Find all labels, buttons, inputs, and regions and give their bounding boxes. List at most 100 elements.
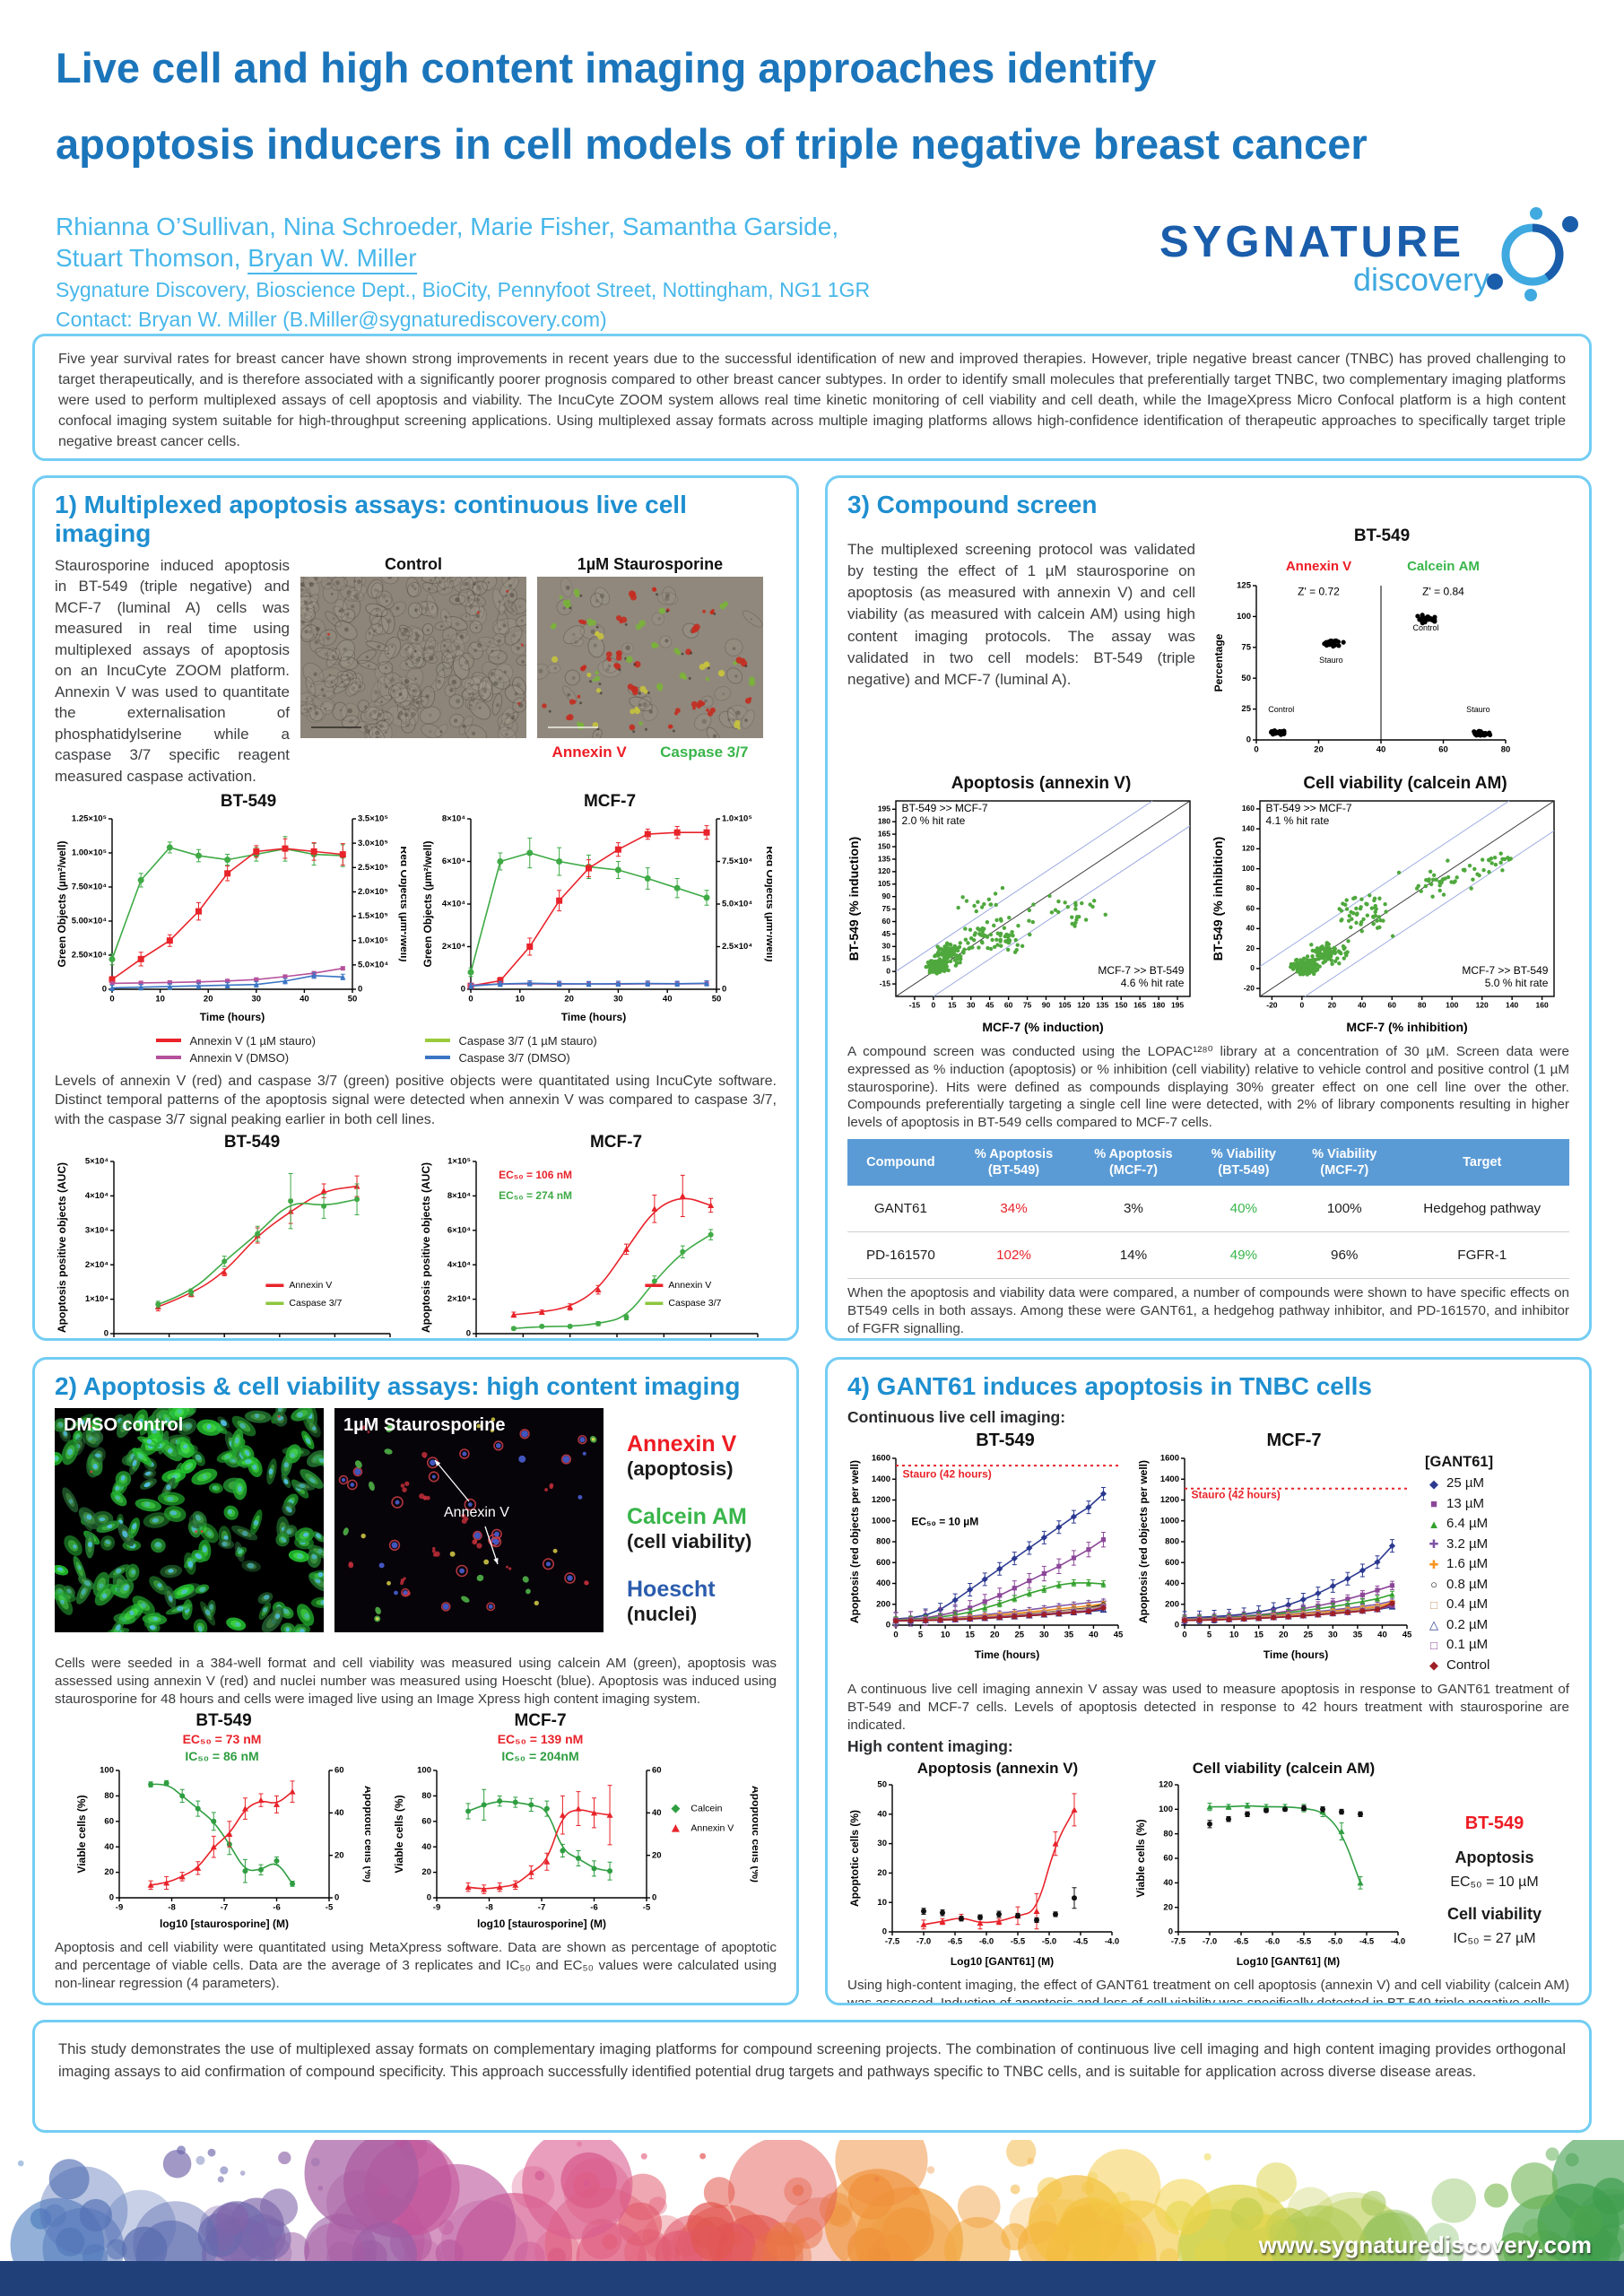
section-1-heading: 1) Multiplexed apoptosis assays: continu… [55, 491, 687, 547]
authors-line-1: Rhianna O’Sullivan, Nina Schroeder, Mari… [56, 213, 839, 240]
summary-text: This study demonstrates the use of multi… [58, 2041, 1566, 2080]
corresponding-author: Bryan W. Miller [248, 243, 417, 274]
contact-email[interactable]: Contact: Bryan W. Miller (B.Miller@sygna… [56, 307, 607, 331]
section-1-caption-1: Levels of annexin V (red) and caspase 3/… [55, 1073, 777, 1127]
chart-bt549-hcs-dose-response [74, 1765, 370, 1935]
chart-block-bt549-auc: BT-549 [55, 1133, 406, 1338]
viability-head: Cell viability [1446, 1905, 1542, 1924]
section-4-heading: 4) GANT61 induces apoptosis in TNBC cell… [847, 1372, 1373, 1400]
chart-block-validation: BT-549 [1211, 526, 1516, 770]
abstract-text: Five year survival rates for breast canc… [58, 352, 1566, 450]
section-2-caption-2: Apoptosis and cell viability were quanti… [55, 1940, 777, 1991]
legend-item: Caspase 3/7 (DMSO) [424, 1051, 667, 1065]
gant61-legend-item: ■ 13 µM [1430, 1495, 1484, 1511]
stain-label: Calcein AM (cell viability) [627, 1504, 752, 1552]
chart-title: Apoptosis (annexin V) [916, 1760, 1079, 1778]
table-row: GANT61 34% 3% 40% 100% Hedgehog pathway [847, 1186, 1569, 1232]
section-1-box: 1) Multiplexed apoptosis assays: continu… [32, 475, 799, 1341]
logo-wordmark: SYGNATURE [1159, 218, 1465, 266]
figure-dmso-fluor: DMSO control [55, 1408, 324, 1649]
chart-block-mcf7-timecourse: MCF-7 [421, 792, 772, 1027]
chart-block-mcf7-gant61: MCF-7 [1136, 1431, 1416, 1675]
chart-title: Apoptosis (annexin V) [951, 774, 1132, 793]
table-header: % Viability (BT-549) [1193, 1138, 1295, 1186]
gant61-legend-item: □ 0.4 µM [1430, 1596, 1489, 1612]
stain-label: Hoescht (nuclei) [627, 1577, 716, 1625]
sygnature-logo: SYGNATURE discovery [1159, 207, 1590, 301]
chart-bt549-gant61-timecourse [847, 1451, 1127, 1665]
title-line-1: Live cell and high content imaging appro… [56, 44, 1157, 91]
table-header: Target [1394, 1138, 1569, 1186]
footer-bubbles-decoration [0, 2140, 1624, 2262]
chart-title: BT-549 [195, 1711, 252, 1731]
table-header: % Viability (MCF-7) [1294, 1138, 1395, 1186]
summary-box: This study demonstrates the use of multi… [32, 2020, 1592, 2133]
gant61-legend-item: ✚ 1.6 µM [1429, 1556, 1489, 1571]
chart-title: BT-549 [1353, 526, 1411, 545]
section-2-caption-1: Cells were seeded in a 384-well format a… [55, 1656, 777, 1707]
section-2-heading: 2) Apoptosis & cell viability assays: hi… [55, 1372, 741, 1400]
chart-block-gant61-apoptosis: Apoptosis (annexin V) [847, 1760, 1121, 1972]
gant61-legend-title: [GANT61] [1425, 1454, 1494, 1470]
ec50-annotations: EC₅₀ = 139 nM IC₅₀ = 204nM [392, 1731, 758, 1765]
table-cell: 100% [1294, 1186, 1395, 1232]
viability-ic50: IC₅₀ = 27 µM [1453, 1931, 1536, 1947]
chart-mcf7-auc-dose-response [419, 1152, 770, 1338]
chart-block-mcf7-auc: MCF-7 [419, 1132, 770, 1338]
gant61-legend-item: ◆ Control [1429, 1657, 1490, 1673]
gant61-legend-item: ✚ 3.2 µM [1429, 1535, 1489, 1552]
chart-title: BT-549 [220, 791, 277, 811]
figure-control-label: Control [385, 555, 442, 573]
figure-stauro-label: 1µM Staurosporine [343, 1415, 506, 1435]
footer-bar [0, 2261, 1624, 2296]
chart-gant61-apoptosis-dose [847, 1778, 1121, 1972]
apoptosis-ec50: EC₅₀ = 10 µM [1450, 1874, 1539, 1891]
table-cell: FGFR-1 [1394, 1231, 1569, 1279]
figure-stauro-fluor: 1µM Staurosporine Annexin V [334, 1408, 604, 1649]
micrograph-stauro-fluorescence [334, 1408, 604, 1632]
author-block: Rhianna O’Sullivan, Nina Schroeder, Mari… [56, 212, 870, 332]
chart-title: MCF-7 [589, 1132, 643, 1152]
micrograph-control-phase [300, 577, 526, 738]
table-cell: 3% [1073, 1186, 1194, 1232]
ec50-value: EC₅₀ = 139 nM [497, 1732, 584, 1747]
section-3-heading: 3) Compound screen [847, 491, 1098, 518]
chart-title: MCF-7 [1266, 1431, 1322, 1450]
chart-bt549-timecourse [55, 811, 406, 1027]
figure-control: Control [300, 555, 526, 787]
abstract-box: Five year survival rates for breast canc… [32, 334, 1592, 461]
live-imaging-subhead: Continuous live cell imaging: [847, 1408, 1066, 1426]
table-header: % Apoptosis (BT-549) [953, 1138, 1074, 1186]
gant61-legend-item: ◆ 25 µM [1429, 1475, 1484, 1491]
micrograph-dmso-fluorescence [55, 1408, 324, 1632]
section-3-intro: The multiplexed screening protocol was v… [847, 541, 1195, 688]
section-3-caption-1: A compound screen was conducted using th… [847, 1044, 1569, 1130]
stain-key: Annexin V (apoptosis) Calcein AM (cell viab… [614, 1408, 751, 1649]
chart-mcf7-hcs-dose-response [391, 1765, 758, 1935]
gant61-legend-item: ○ 0.8 µM [1430, 1576, 1489, 1592]
gant61-legend: [GANT61] ◆ 25 µM ■ 13 µM ▲ 6.4 µM ✚ 3.2 µM ✚ 1.6 … [1425, 1431, 1559, 1675]
section-3-box: 3) Compound screen The multiplexed scree… [825, 475, 1592, 1341]
chart-mcf7-gant61-timecourse [1136, 1451, 1416, 1665]
table-cell: 34% [953, 1186, 1074, 1232]
hcs-subhead: High content imaging: [847, 1737, 1013, 1756]
section-4-caption-1: A continuous live cell imaging annexin V… [847, 1682, 1569, 1733]
gant61-legend-item: △ 0.2 µM [1429, 1616, 1489, 1632]
affiliation: Sygnature Discovery, Bioscience Dept., B… [56, 278, 871, 302]
cell-line-label: BT-549 [1464, 1813, 1524, 1834]
footer-url[interactable]: www.sygnaturediscovery.com [1258, 2231, 1592, 2258]
chart-title: Cell viability (calcein AM) [1303, 774, 1507, 793]
ec50-value: EC₅₀ = 73 nM [182, 1732, 262, 1747]
figure-stauro-label: 1µM Staurosporine [577, 555, 724, 573]
poster-title: Live cell and high content imaging appro… [56, 47, 1368, 165]
apoptosis-head: Apoptosis [1455, 1848, 1534, 1867]
chart-block-gant61-viability: Cell viability (calcein AM) [1133, 1760, 1407, 1972]
micrograph-stauro-phase [537, 577, 763, 738]
section-3-caption-2: When the apoptosis and viability data we… [847, 1285, 1569, 1336]
table-cell: Hedgehog pathway [1394, 1186, 1569, 1232]
section-4-caption-2: Using high-content imaging, the effect o… [847, 1978, 1569, 2005]
screen-hits-table: Compound% Apoptosis (BT-549)% Apoptosis (M… [847, 1138, 1569, 1279]
section-4-box: 4) GANT61 induces apoptosis in TNBC cell… [825, 1357, 1592, 2005]
chart-title: MCF-7 [583, 791, 637, 811]
legend-item: Annexin V (1 µM stauro) [155, 1034, 398, 1048]
